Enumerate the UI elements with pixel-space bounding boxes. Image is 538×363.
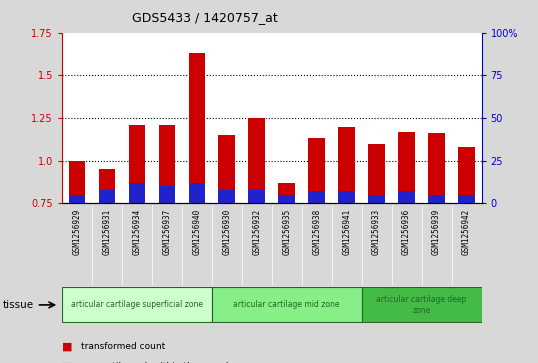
Text: GSM1256930: GSM1256930	[222, 209, 231, 255]
FancyBboxPatch shape	[362, 287, 482, 322]
Text: GSM1256940: GSM1256940	[192, 209, 201, 255]
Text: GSM1256938: GSM1256938	[312, 209, 321, 255]
Bar	[159, 125, 175, 203]
Text: ■: ■	[62, 342, 73, 352]
Bar	[159, 186, 175, 203]
Bar	[69, 160, 85, 203]
Bar	[308, 191, 325, 203]
Bar	[188, 183, 205, 203]
Text: GDS5433 / 1420757_at: GDS5433 / 1420757_at	[132, 11, 277, 24]
Bar	[249, 118, 265, 203]
Bar	[218, 189, 235, 203]
Text: percentile rank within the sample: percentile rank within the sample	[81, 362, 234, 363]
Text: articular cartilage superficial zone: articular cartilage superficial zone	[71, 301, 203, 309]
Text: GSM1256939: GSM1256939	[432, 209, 441, 255]
Bar	[338, 127, 355, 203]
FancyBboxPatch shape	[62, 287, 212, 322]
Text: GSM1256936: GSM1256936	[402, 209, 411, 255]
Bar	[69, 195, 85, 203]
Text: ■: ■	[62, 362, 73, 363]
Bar	[98, 169, 115, 203]
Bar	[188, 53, 205, 203]
FancyBboxPatch shape	[212, 287, 362, 322]
Bar	[249, 189, 265, 203]
Bar	[398, 191, 415, 203]
Text: GSM1256934: GSM1256934	[132, 209, 141, 255]
Text: GSM1256932: GSM1256932	[252, 209, 261, 255]
Text: articular cartilage deep
zone: articular cartilage deep zone	[377, 295, 467, 315]
Bar	[129, 183, 145, 203]
Bar	[129, 125, 145, 203]
Bar	[458, 195, 475, 203]
Text: GSM1256935: GSM1256935	[282, 209, 291, 255]
Text: GSM1256942: GSM1256942	[462, 209, 471, 255]
Text: transformed count: transformed count	[81, 342, 165, 351]
Bar	[428, 195, 445, 203]
Bar	[279, 183, 295, 203]
Text: GSM1256933: GSM1256933	[372, 209, 381, 255]
Text: tissue: tissue	[3, 300, 34, 310]
Bar	[369, 195, 385, 203]
Text: GSM1256937: GSM1256937	[162, 209, 171, 255]
Bar	[218, 135, 235, 203]
Text: articular cartilage mid zone: articular cartilage mid zone	[233, 301, 340, 309]
Text: GSM1256941: GSM1256941	[342, 209, 351, 255]
Bar	[458, 147, 475, 203]
Bar	[279, 195, 295, 203]
Bar	[98, 189, 115, 203]
Bar	[369, 143, 385, 203]
Bar	[308, 138, 325, 203]
Bar	[428, 133, 445, 203]
Bar	[398, 132, 415, 203]
Bar	[338, 191, 355, 203]
Text: GSM1256931: GSM1256931	[102, 209, 111, 255]
Text: GSM1256929: GSM1256929	[72, 209, 81, 255]
